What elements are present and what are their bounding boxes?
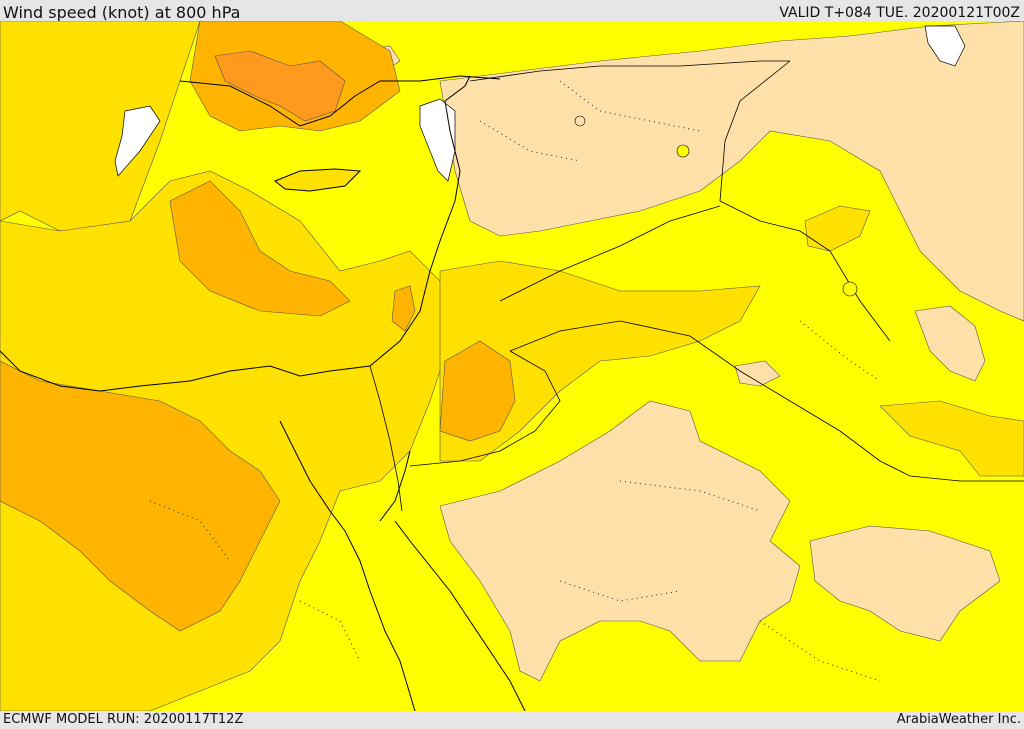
- island-marker: [842, 281, 858, 297]
- band-15-20-sea: [169, 180, 351, 317]
- valid-time: VALID T+084 TUE. 20200121T00Z: [779, 5, 1020, 21]
- map-title: Wind speed (knot) at 800 hPa: [3, 3, 241, 22]
- header-bar: [0, 0, 1024, 21]
- border-saudi-iraq: [509, 320, 1024, 482]
- band-0-5-patch-levant: [734, 360, 781, 387]
- border-turkey-syria: [469, 60, 790, 82]
- missing-area-caspian: [924, 25, 966, 67]
- band-10-15-jordan: [439, 260, 761, 462]
- band-0-5-east: [439, 21, 1024, 322]
- border-egypt-israel: [369, 365, 403, 512]
- wind-speed-map[interactable]: [0, 21, 1024, 711]
- band-15-20-coast: [391, 285, 416, 332]
- model-run: ECMWF MODEL RUN: 20200117T12Z: [3, 712, 244, 727]
- border-syria-iraq: [499, 205, 721, 302]
- admin-boundaries: [149, 80, 881, 682]
- coastline-gulf-aqaba: [379, 450, 411, 522]
- band-10-15-gulf: [879, 400, 1024, 477]
- missing-area-aegean: [114, 105, 161, 177]
- band-15-20-jordan: [439, 340, 516, 442]
- island-marker: [574, 115, 586, 127]
- coastline-cyprus: [274, 168, 362, 192]
- footer-bar: [0, 711, 1024, 729]
- band-0-5-southeast: [809, 525, 1001, 642]
- band-15-20-egypt: [0, 360, 281, 632]
- coastline-anatolia: [179, 75, 501, 127]
- island-marker: [676, 144, 690, 158]
- map-canvas: [0, 21, 1024, 711]
- band-10-15-iraq: [804, 205, 871, 252]
- credit: ArabiaWeather Inc.: [896, 712, 1021, 727]
- coastline-red-sea: [279, 420, 416, 711]
- border-jordan-saudi: [409, 350, 561, 467]
- coastline-red-sea-east: [394, 520, 526, 711]
- band-0-5-patch-gulf: [914, 305, 986, 382]
- band-20-25-north: [214, 50, 346, 122]
